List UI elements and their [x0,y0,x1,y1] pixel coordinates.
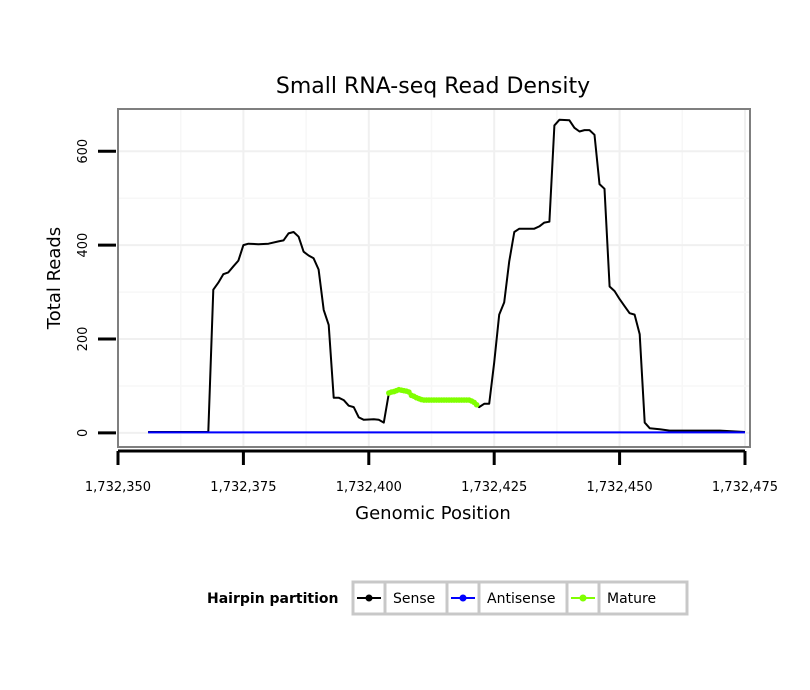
legend-label-sense: Sense [393,591,435,607]
legend-label-box [597,580,689,616]
legend-key-point [459,594,467,602]
y-axis: 0 200 400 600 [76,139,116,437]
x-tick-label: 1,732,375 [210,480,276,495]
series-lines [148,118,746,434]
legend-key-point [365,594,373,602]
y-tick-label: 0 [76,429,91,437]
legend-items: Sense Antisense Mature [351,580,689,616]
legend-label-mature: Mature [607,591,656,607]
legend-item-mature: Mature [565,580,689,616]
chart-title: Small RNA-seq Read Density [276,74,590,99]
x-axis-label: Genomic Position [355,503,511,524]
x-tick-label: 1,732,475 [712,480,778,495]
series-mature [386,386,480,408]
legend-title: Hairpin partition [207,591,338,607]
x-tick-label: 1,732,350 [85,480,151,495]
y-tick-label: 200 [76,327,91,352]
y-tick-label: 600 [76,139,91,164]
x-tick-label: 1,732,450 [587,480,653,495]
legend-key-point [579,594,587,602]
plot-area [117,108,751,448]
x-tick-label: 1,732,400 [336,480,402,495]
plot-border [117,108,751,448]
y-axis-label: Total Reads [44,227,65,330]
x-axis: 1,732,350 1,732,375 1,732,400 1,732,425 1,73… [85,449,778,495]
plot-background [118,109,750,447]
data-point-mature [473,401,480,408]
legend-item-sense: Sense [351,580,475,616]
legend: Hairpin partition Sense Antisense Mature [207,580,689,616]
legend-label-antisense: Antisense [487,591,556,607]
y-tick-label: 400 [76,233,91,258]
x-tick-label: 1,732,425 [461,480,527,495]
